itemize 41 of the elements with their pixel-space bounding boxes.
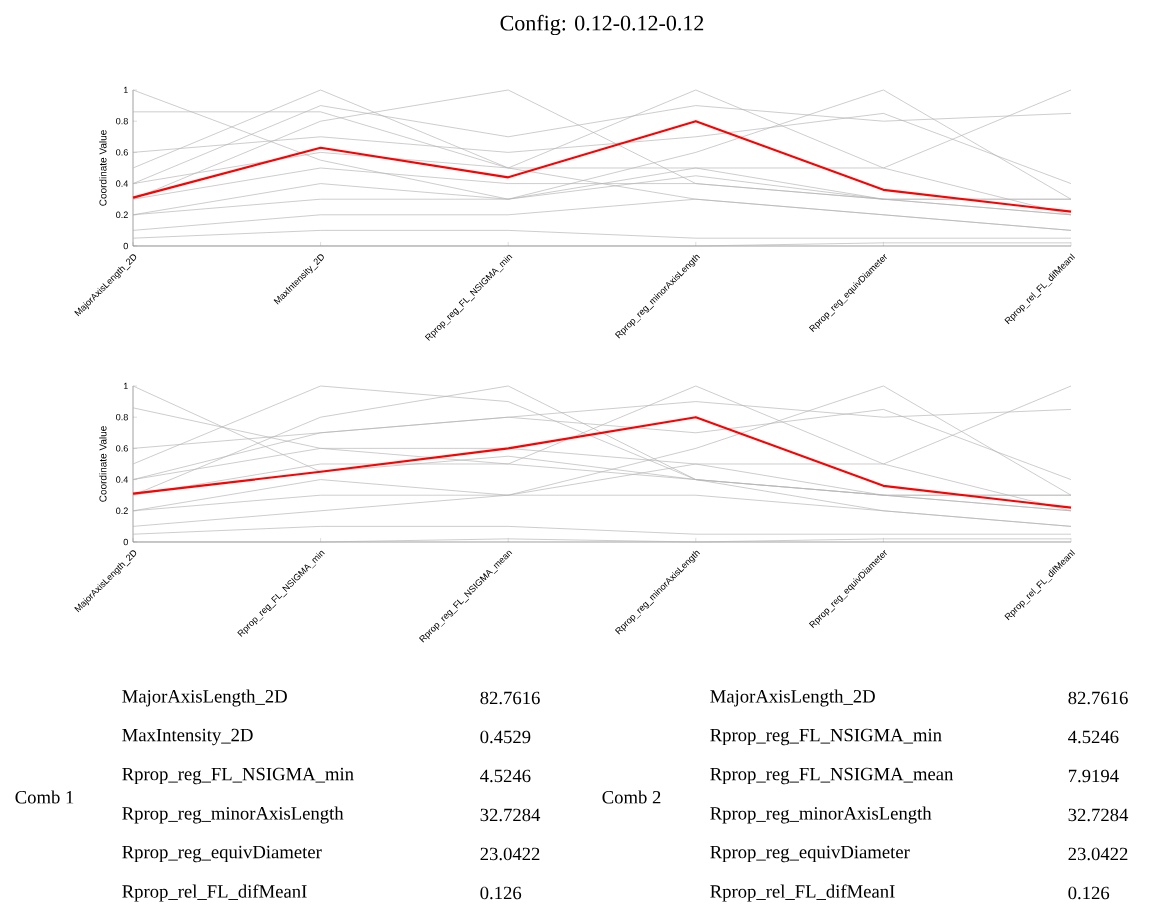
chart-title: Config: 0.12-0.12-0.12 bbox=[500, 14, 704, 36]
text: 0.4529 bbox=[480, 730, 531, 744]
text: Rprop_reg_minorAxisLength bbox=[710, 806, 932, 824]
text: 0.126 bbox=[480, 886, 522, 900]
text: 7.9194 bbox=[1068, 769, 1119, 783]
text: 32.7284 bbox=[1068, 808, 1129, 822]
text: 23.0422 bbox=[1068, 847, 1128, 861]
y-tick-label: 0 bbox=[123, 538, 128, 546]
text: Rprop_rel_FL_difMeanI bbox=[122, 884, 307, 902]
y-tick-label: 0.4 bbox=[116, 476, 129, 483]
y-tick-label: 0.6 bbox=[116, 445, 128, 452]
y-tick-label: 0.6 bbox=[116, 149, 128, 156]
text: 82.7616 bbox=[480, 691, 540, 705]
text: 4.5246 bbox=[1068, 730, 1119, 744]
text: 82.7616 bbox=[1068, 691, 1128, 705]
text: 0.126 bbox=[1068, 886, 1110, 900]
text: 23.0422 bbox=[480, 847, 540, 861]
text: Rprop_reg_FL_NSIGMA_min bbox=[122, 767, 354, 785]
y-tick-label: 1 bbox=[123, 382, 128, 390]
text: Comb 1 bbox=[15, 790, 74, 804]
y-tick-label: 0.4 bbox=[116, 180, 129, 187]
text: 32.7284 bbox=[480, 808, 541, 822]
text: Rprop_reg_FL_NSIGMA_mean bbox=[710, 767, 954, 785]
y-tick-label: 0.2 bbox=[116, 211, 128, 218]
y-axis-title: Coordinate Value bbox=[99, 130, 107, 206]
y-tick-label: 0.8 bbox=[116, 117, 128, 125]
y-axis-title: Coordinate Value bbox=[99, 426, 107, 502]
y-tick-label: 0.2 bbox=[116, 507, 128, 514]
text: Rprop_rel_FL_difMeanI bbox=[710, 884, 895, 902]
y-tick-label: 0 bbox=[123, 242, 128, 250]
text: Rprop_reg_minorAxisLength bbox=[122, 806, 344, 824]
text: 4.5246 bbox=[480, 769, 531, 783]
text: Rprop_reg_equivDiameter bbox=[710, 845, 910, 863]
text: Rprop_reg_equivDiameter bbox=[122, 845, 322, 863]
text: Comb 2 bbox=[602, 790, 661, 804]
text: MaxIntensity_2D bbox=[122, 728, 253, 746]
y-tick-label: 1 bbox=[123, 86, 128, 94]
text: MajorAxisLength_2D bbox=[710, 689, 875, 707]
text: MajorAxisLength_2D bbox=[122, 689, 287, 707]
text: Rprop_reg_FL_NSIGMA_min bbox=[710, 728, 942, 746]
y-tick-label: 0.8 bbox=[116, 413, 128, 421]
